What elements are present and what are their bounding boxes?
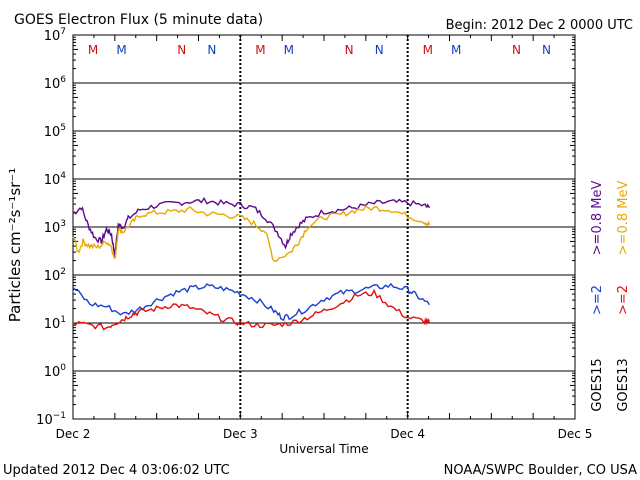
right-label-group: GOES13 bbox=[616, 358, 631, 411]
begin-time-label: Begin: 2012 Dec 2 0000 UTC bbox=[446, 18, 633, 33]
chart-title: GOES Electron Flux (5 minute data) bbox=[14, 12, 263, 28]
y-tick-label: 107 bbox=[44, 27, 66, 44]
satellite-marker: N bbox=[542, 43, 551, 57]
y-tick-label: 103 bbox=[44, 219, 66, 236]
satellite-marker: N bbox=[345, 43, 354, 57]
satellite-marker: M bbox=[423, 43, 433, 57]
y-tick-label: 102 bbox=[44, 267, 66, 284]
series-line bbox=[72, 197, 431, 259]
y-tick-label: 105 bbox=[44, 123, 66, 140]
right-label-group: >=0.8 MeV bbox=[590, 181, 605, 256]
y-tick-label: 104 bbox=[44, 171, 67, 188]
series-line bbox=[72, 288, 431, 331]
y-axis-ticks: 10−1 100 101 102 103 104 105 106 107 bbox=[36, 27, 575, 428]
satellite-marker: N bbox=[375, 43, 384, 57]
satellite-marker: N bbox=[207, 43, 216, 57]
right-label-group: >=2 bbox=[616, 285, 631, 315]
satellite-marker: M bbox=[116, 43, 126, 57]
x-tick-label: Dec 5 bbox=[558, 427, 593, 441]
satellite-marker: M bbox=[284, 43, 294, 57]
right-label-group: >=2 bbox=[590, 285, 605, 315]
right-legend: >=0.8 MeV >=0.8 MeV >=2 >=2 GOES13 GOES15 bbox=[590, 181, 631, 412]
credit-label: NOAA/SWPC Boulder, CO USA bbox=[444, 463, 637, 478]
satellite-marker: M bbox=[451, 43, 461, 57]
right-label-group: GOES15 bbox=[590, 358, 605, 411]
data-series bbox=[72, 197, 431, 331]
y-tick-label: 10−1 bbox=[36, 411, 66, 428]
right-legend-label: >=2 bbox=[590, 285, 605, 315]
y-tick-label: 101 bbox=[44, 315, 66, 332]
gridlines bbox=[73, 82, 575, 372]
right-legend-label: >=0.8 MeV bbox=[590, 181, 605, 256]
right-legend-label: >=0.8 MeV bbox=[616, 181, 631, 256]
y-axis-label: Particles cm⁻²s⁻¹sr⁻¹ bbox=[6, 168, 24, 322]
x-tick-label: Dec 4 bbox=[390, 427, 425, 441]
right-legend-label: GOES15 bbox=[590, 358, 605, 411]
x-axis-ticks: Dec 2 Dec 3 Dec 4 Dec 5 bbox=[56, 35, 593, 441]
right-legend-label: GOES13 bbox=[616, 358, 631, 411]
right-legend-label: >=2 bbox=[616, 285, 631, 315]
series-line bbox=[72, 282, 430, 322]
satellite-marker: N bbox=[177, 43, 186, 57]
y-tick-label: 106 bbox=[44, 75, 67, 92]
satellite-marker: N bbox=[512, 43, 521, 57]
x-tick-label: Dec 3 bbox=[223, 427, 258, 441]
updated-timestamp: Updated 2012 Dec 4 03:06:02 UTC bbox=[3, 463, 230, 478]
series-line bbox=[72, 205, 431, 262]
satellite-marker: M bbox=[255, 43, 265, 57]
x-tick-label: Dec 2 bbox=[56, 427, 91, 441]
satellite-marker: M bbox=[88, 43, 98, 57]
y-tick-label: 100 bbox=[44, 363, 67, 380]
right-label-group: >=0.8 MeV bbox=[616, 181, 631, 256]
x-axis-label: Universal Time bbox=[279, 442, 368, 456]
